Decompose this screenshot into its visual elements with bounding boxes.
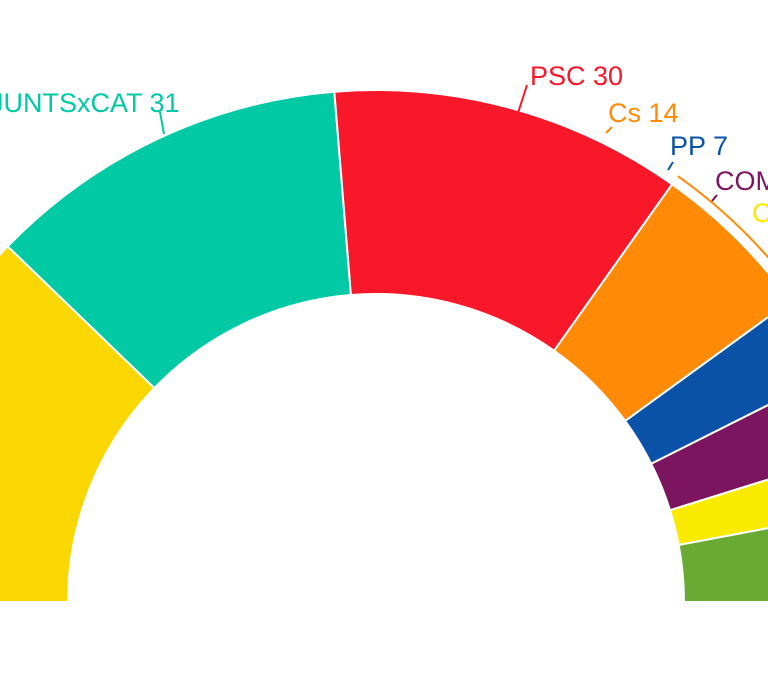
leader-line-2: [517, 84, 528, 114]
slice-label-pp: PP 7: [670, 131, 728, 161]
slice-label-juntsxcat: JUNTSxCAT 31: [0, 88, 180, 118]
label-leader-lines: [159, 84, 768, 259]
slice-label-com: COM: [715, 166, 768, 196]
leader-line-1: [159, 111, 165, 135]
leader-line-4: [667, 161, 674, 171]
slice-label-cs: Cs 14: [608, 98, 679, 128]
chart-slices: [0, 89, 768, 603]
leader-line-3: [605, 126, 613, 134]
slice-label-psc: PSC 30: [530, 61, 623, 91]
slice-vox: [677, 527, 768, 603]
leader-arc-3: [677, 175, 768, 259]
leader-line-5: [711, 194, 718, 202]
slice-cs: [552, 182, 768, 423]
slice-label-cup: C: [752, 198, 768, 228]
